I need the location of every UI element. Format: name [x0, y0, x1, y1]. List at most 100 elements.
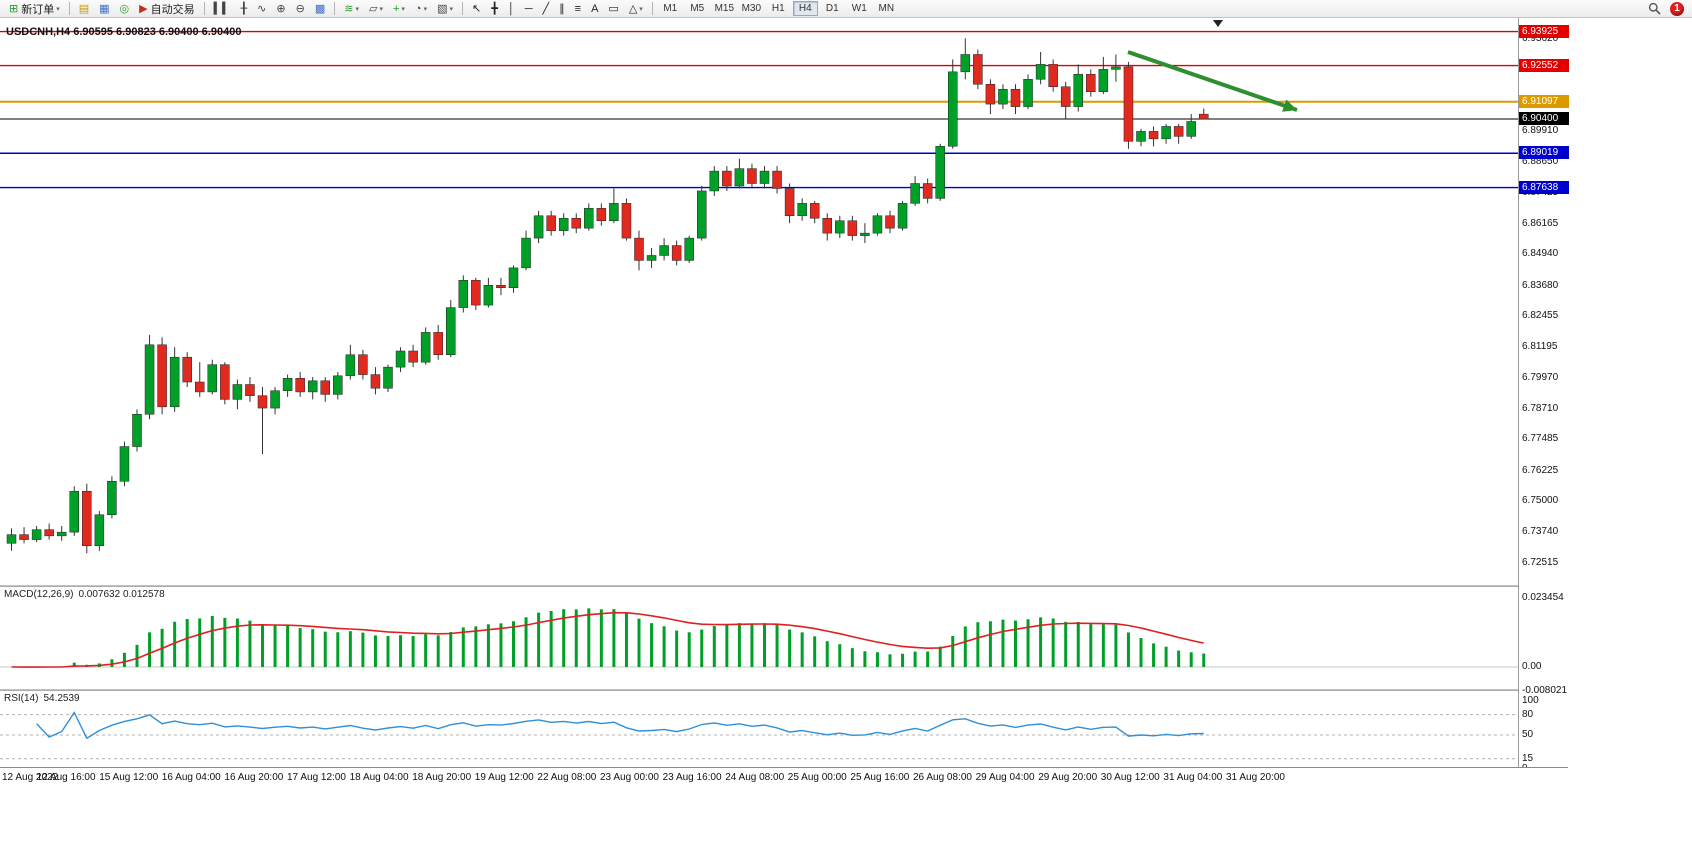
bar-chart-icon-glyph: ▍▍ — [213, 2, 231, 15]
timeframe-h1-button[interactable]: H1 — [766, 1, 791, 16]
horizontal-line-icon[interactable]: ─ — [521, 1, 537, 17]
candle-body — [596, 208, 607, 221]
candle-body — [132, 414, 142, 447]
new-order-button[interactable]: ⊞ 新订单 ▾ — [5, 1, 64, 17]
cursor-icon-glyph: ↖ — [472, 2, 482, 15]
candle-body — [1148, 131, 1159, 140]
candle-body — [232, 384, 243, 400]
candle-body — [107, 481, 117, 516]
search-icon[interactable] — [1644, 1, 1665, 17]
rsi-pane[interactable]: RSI(14) 54.2539 — [0, 691, 1518, 767]
shapes-icon[interactable]: △ ▾ — [625, 1, 647, 17]
dropdown-arrow-icon: ▾ — [449, 5, 453, 13]
dropdown-arrow-icon: ▾ — [355, 5, 359, 13]
objects-list-icon[interactable]: ▱ ▾ — [365, 1, 387, 17]
candle-body — [56, 531, 67, 537]
candle-body — [822, 217, 832, 234]
candle-body — [948, 71, 958, 147]
time-axis-label: 15 Aug 12:00 — [99, 772, 159, 783]
time-axis-label: 12 Aug 2022 — [2, 772, 59, 783]
market-watch-icon[interactable]: ▤ — [75, 1, 93, 17]
macd-values: 0.007632 0.012578 — [78, 589, 165, 600]
navigator-icon[interactable]: ◎ — [116, 1, 134, 17]
candle-body — [671, 245, 682, 261]
rsi-chart[interactable] — [0, 691, 1518, 767]
indicators-icon[interactable]: ≋ ▾ — [340, 1, 363, 17]
candle-body — [383, 366, 393, 389]
candle-body — [546, 215, 556, 231]
chart-shift-marker[interactable] — [1213, 20, 1223, 27]
channel-icon[interactable]: ∥ — [555, 1, 569, 17]
time-axis[interactable]: 12 Aug 2022 12 Aug 16:00 15 Aug 12:00 16 Au… — [0, 767, 1568, 790]
autotrading-button[interactable]: ▶ 自动交易 — [135, 1, 198, 17]
candle-body — [1173, 126, 1184, 137]
timeframe-m30-button[interactable]: M30 — [739, 1, 764, 16]
price-tick-label: 6.83680 — [1522, 279, 1559, 291]
chart-ohlc-title: USDCNH,H4 6.90595 6.90823 6.90400 6.9040… — [6, 26, 242, 38]
dropdown-arrow-icon: ▾ — [379, 5, 383, 13]
timeframe-m5-button[interactable]: M5 — [685, 1, 710, 16]
main-toolbar: ⊞ 新订单 ▾ ▤ ▦ ◎ ▶ 自动交易 ▍▍ ╂ ∿ ⊕ ⊖ ▩ ≋ ▾ ▱ ▾ + ▾ ◔ ▾ ▧ ▾ ↖ ╋ │ ─ ╱ ∥ ≡ A ▭ △… — [0, 0, 1692, 18]
periods-icon[interactable]: ◔ ▾ — [411, 1, 431, 17]
candle-body — [19, 534, 29, 540]
pane-splitter[interactable] — [0, 689, 1568, 691]
data-window-icon[interactable]: ▦ — [95, 1, 113, 17]
time-axis-label: 19 Aug 12:00 — [474, 772, 534, 783]
toolbar-separator — [68, 2, 70, 15]
candle-body — [182, 356, 192, 383]
crosshair-icon[interactable]: ╋ — [487, 1, 502, 17]
price-tick-label: 6.82455 — [1522, 310, 1559, 322]
pane-splitter[interactable] — [0, 585, 1568, 587]
candle-body — [1199, 113, 1209, 120]
candle-body — [809, 203, 820, 219]
price-scale[interactable]: 6.936206.923556.899106.886506.874256.861… — [1518, 18, 1569, 774]
candlestick-chart-icon-glyph: ╂ — [240, 2, 248, 15]
data-window-icon-glyph: ▦ — [99, 2, 110, 15]
timeframe-m15-button[interactable]: M15 — [712, 1, 737, 16]
time-axis-label: 29 Aug 20:00 — [1038, 772, 1098, 783]
candle-body — [420, 332, 431, 363]
candle-body — [722, 170, 732, 187]
trendline-icon[interactable]: ╱ — [539, 1, 554, 17]
candle-body — [169, 356, 180, 408]
rsi-scale-label: 80 — [1522, 708, 1534, 720]
macd-scale-label: 0.023454 — [1522, 592, 1564, 604]
candle-body — [6, 534, 17, 544]
timeframe-mn-button[interactable]: MN — [874, 1, 899, 16]
label-icon[interactable]: ▭ — [604, 1, 622, 17]
line-chart-icon[interactable]: ∿ — [253, 1, 270, 17]
candle-body — [282, 378, 293, 391]
zoom-in-icon-glyph: ⊕ — [276, 2, 286, 15]
candlestick-chart-icon[interactable]: ╂ — [237, 1, 252, 17]
timeframe-h4-button[interactable]: H4 — [792, 1, 818, 16]
timeframe-w1-button[interactable]: W1 — [847, 1, 872, 16]
fibonacci-icon[interactable]: ≡ — [571, 1, 585, 17]
timeframe-m1-button[interactable]: M1 — [658, 1, 683, 16]
price-chart-pane[interactable]: USDCNH,H4 6.90595 6.90823 6.90400 6.9040… — [0, 18, 1518, 585]
templates-icon[interactable]: ▧ ▾ — [433, 1, 457, 17]
notification-badge[interactable]: 1 — [1670, 1, 1684, 16]
market-watch-icon-glyph: ▤ — [78, 2, 90, 15]
current-price-label: 6.90400 — [1519, 111, 1569, 125]
trend-arrow[interactable] — [1127, 50, 1298, 112]
macd-chart[interactable] — [0, 587, 1518, 689]
candlestick-chart[interactable] — [0, 18, 1518, 585]
indicators-icon-glyph: ≋ — [344, 2, 354, 15]
macd-pane[interactable]: MACD(12,26,9) 0.007632 0.012578 — [0, 587, 1518, 689]
add-indicator-icon[interactable]: + ▾ — [389, 1, 409, 17]
zoom-out-icon[interactable]: ⊖ — [292, 1, 309, 17]
vertical-line-icon[interactable]: │ — [504, 1, 519, 17]
text-icon[interactable]: A — [587, 1, 602, 17]
timeframe-d1-button[interactable]: D1 — [820, 1, 845, 16]
candle-body — [82, 490, 92, 547]
bar-chart-icon[interactable]: ▍▍ — [210, 1, 235, 17]
new-order-button-label: 新订单 — [21, 3, 55, 16]
line-price-label: 6.87638 — [1519, 180, 1569, 194]
candle-body — [847, 220, 858, 236]
price-tick-label: 6.76225 — [1522, 464, 1559, 476]
candle-body — [483, 284, 494, 306]
tile-windows-icon[interactable]: ▩ — [311, 1, 329, 17]
cursor-icon[interactable]: ↖ — [468, 1, 485, 17]
rsi-scale-label: 50 — [1522, 729, 1534, 740]
zoom-in-icon[interactable]: ⊕ — [272, 1, 289, 17]
